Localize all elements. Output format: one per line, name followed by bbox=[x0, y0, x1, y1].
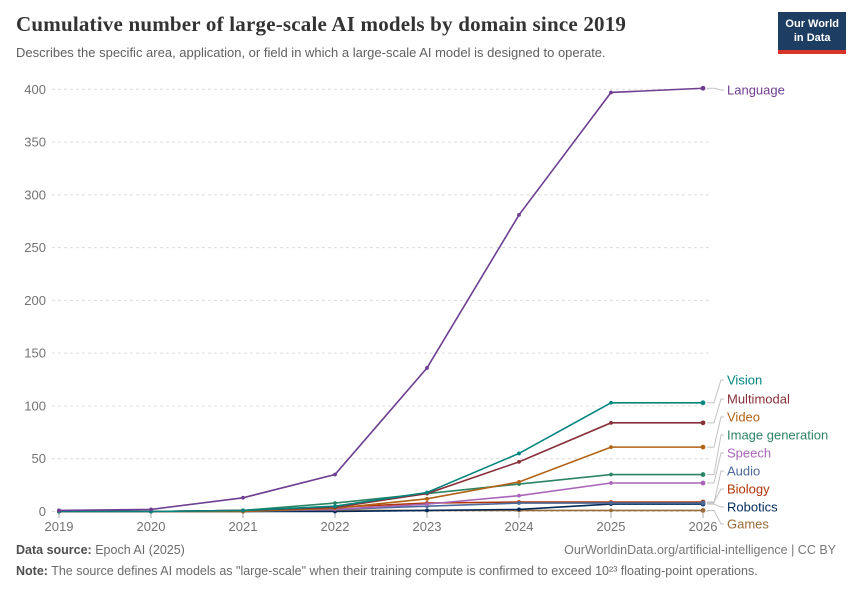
note-label: Note: bbox=[16, 564, 48, 578]
chart-note: Note: The source defines AI models as "l… bbox=[16, 564, 836, 578]
logo-line2: in Data bbox=[793, 32, 831, 45]
note-value: The source defines AI models as "large-s… bbox=[47, 564, 758, 578]
x-tick-label: 2022 bbox=[321, 519, 350, 534]
y-tick-label: 150 bbox=[24, 346, 46, 361]
series-label-text[interactable]: Audio bbox=[727, 464, 760, 479]
x-tick-label: 2023 bbox=[413, 519, 442, 534]
series-label-text[interactable]: Image generation bbox=[727, 428, 828, 443]
series-label-text[interactable]: Biology bbox=[727, 482, 770, 497]
series-label-language[interactable]: Language bbox=[707, 83, 785, 98]
y-tick-label: 200 bbox=[24, 293, 46, 308]
x-tick-label: 2024 bbox=[505, 519, 534, 534]
owid-logo[interactable]: Our World in Data bbox=[778, 12, 846, 54]
page-title: Cumulative number of large-scale AI mode… bbox=[16, 12, 627, 36]
y-tick-label: 250 bbox=[24, 240, 46, 255]
series-label-text[interactable]: Video bbox=[727, 410, 760, 425]
series-label-text[interactable]: Robotics bbox=[727, 500, 778, 515]
series-label-multimodal[interactable]: Multimodal bbox=[707, 392, 790, 424]
series-label-text[interactable]: Multimodal bbox=[727, 392, 790, 407]
series-label-robotics[interactable]: Robotics bbox=[707, 500, 778, 515]
series-label-text[interactable]: Language bbox=[727, 83, 785, 98]
series-label-text[interactable]: Vision bbox=[727, 373, 762, 388]
chart-footer: Data source: Epoch AI (2025) OurWorldinD… bbox=[16, 543, 836, 578]
y-tick-label: 100 bbox=[24, 398, 46, 413]
y-tick-label: 0 bbox=[39, 504, 46, 519]
series-line-language bbox=[57, 85, 706, 513]
y-tick-label: 50 bbox=[32, 451, 46, 466]
y-tick-label: 300 bbox=[24, 187, 46, 202]
series-label-audio[interactable]: Audio bbox=[707, 464, 760, 504]
logo-line1: Our World bbox=[785, 18, 839, 30]
chart-canvas: 0 50 100 150 200 250 300 350 400 2019 2020 2021 2022… bbox=[24, 82, 828, 534]
x-tick-label: 2021 bbox=[229, 519, 258, 534]
chart-subtitle: Describes the specific area, application… bbox=[16, 45, 606, 60]
series-label-text[interactable]: Games bbox=[727, 517, 769, 532]
series-label-video[interactable]: Video bbox=[707, 410, 760, 448]
gridlines: 0 50 100 150 200 250 300 350 400 bbox=[24, 82, 710, 519]
x-axis: 2019 2020 2021 2022 2023 2024 2025 2026 bbox=[45, 513, 718, 534]
x-tick-label: 2026 bbox=[689, 519, 718, 534]
x-tick-label: 2025 bbox=[597, 519, 626, 534]
series-label-games[interactable]: Games bbox=[707, 509, 769, 532]
series-label-vision[interactable]: Vision bbox=[707, 373, 762, 404]
x-tick-label: 2020 bbox=[137, 519, 166, 534]
data-source-value: Epoch AI (2025) bbox=[91, 543, 185, 557]
data-source-label: Data source: bbox=[16, 543, 92, 557]
x-tick-label: 2019 bbox=[45, 519, 74, 534]
series-label-biology[interactable]: Biology bbox=[707, 482, 770, 503]
attribution-link[interactable]: OurWorldinData.org/artificial-intelligen… bbox=[564, 543, 836, 557]
y-tick-label: 350 bbox=[24, 135, 46, 150]
chart-header: Cumulative number of large-scale AI mode… bbox=[16, 12, 770, 60]
series-line-vision bbox=[57, 400, 706, 514]
y-tick-label: 400 bbox=[24, 82, 46, 97]
series-label-text[interactable]: Speech bbox=[727, 446, 771, 461]
series-label-image-generation[interactable]: Image generation bbox=[707, 428, 828, 476]
series-label-speech[interactable]: Speech bbox=[707, 446, 771, 484]
data-source: Data source: Epoch AI (2025) bbox=[16, 543, 185, 557]
